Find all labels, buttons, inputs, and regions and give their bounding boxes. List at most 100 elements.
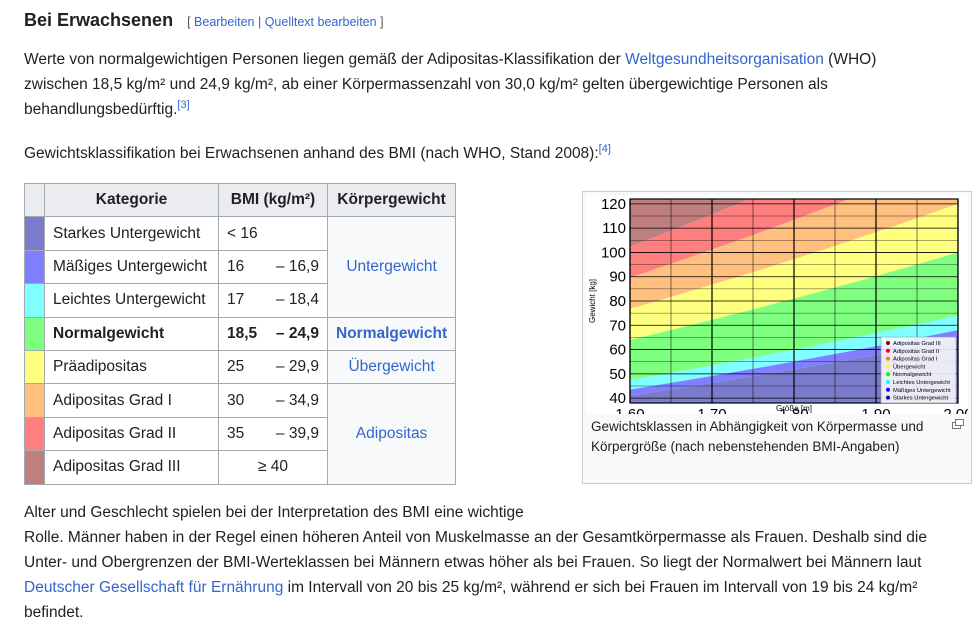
paragraph-text: im Intervall von 20 bis 25 kg/m², währen…	[24, 579, 918, 621]
legend-label: Starkes Untergewicht	[893, 396, 948, 402]
paragraph-age-gender: Alter und Geschlecht spielen bei der Int…	[24, 500, 964, 625]
legend-label: Normalgewicht	[893, 372, 932, 378]
edit-source-link[interactable]: Quelltext bearbeiten	[264, 15, 377, 29]
table-row: Präadipositas 25 – 29,9 Übergewicht	[24, 349, 457, 385]
reference-4-link[interactable]: [4]	[598, 142, 611, 155]
category-cell: Starkes Untergewicht	[44, 216, 219, 251]
category-cell: Normalgewicht	[44, 316, 219, 351]
weight-group-link-adipositas[interactable]: Adipositas	[355, 424, 428, 442]
bmi-upper-bound: – 39,9	[275, 424, 319, 442]
bmi-cell: 17 – 18,4	[218, 283, 328, 318]
legend-label: Adipositas Grad I	[893, 357, 938, 363]
figure-thumbnail: 40 50 60 70 80 90 100 110 120 1,60 1,70 1,80 1,90 2,0…	[582, 191, 972, 484]
x-tick-label: 1,60	[615, 406, 644, 414]
legend-marker	[886, 356, 890, 361]
bmi-cell: 25 – 29,9	[218, 349, 328, 385]
paragraph-text: (WHO) zwischen 18,5 kg/m² und 24,9 kg/m²…	[24, 51, 877, 118]
y-tick-label: 80	[609, 293, 626, 310]
x-tick-label: 1,70	[697, 406, 726, 414]
bmi-cell: 16 – 16,9	[218, 249, 328, 285]
paragraph-text: Alter und Geschlecht spielen bei der Int…	[24, 504, 524, 521]
section-heading: Bei Erwachsenen [ Bearbeiten | Quelltext…	[24, 10, 384, 31]
bmi-cell: ≥ 40	[218, 450, 328, 485]
y-tick-label: 90	[609, 269, 626, 286]
legend-label: Mäßiges Untergewicht	[893, 388, 951, 394]
category-cell: Leichtes Untergewicht	[44, 283, 219, 318]
table-row: Adipositas Grad III ≥ 40	[24, 450, 456, 485]
bmi-table: Kategorie BMI (kg/m²) Körpergewicht Star…	[24, 182, 457, 485]
color-swatch	[24, 249, 45, 285]
bmi-upper-bound: – 29,9	[275, 358, 319, 376]
legend-marker	[886, 348, 890, 353]
weight-column-header: Körpergewicht	[326, 182, 457, 218]
y-tick-label: 60	[609, 342, 626, 359]
who-link[interactable]: Weltgesundheitsorganisation	[625, 51, 824, 68]
legend-label: Übergewicht	[893, 363, 926, 370]
category-column-header: Kategorie	[44, 182, 219, 218]
bmi-upper-bound: – 18,4	[275, 291, 319, 309]
bmi-lower-bound: 35	[227, 424, 245, 442]
weight-group-link-under[interactable]: Untergewicht	[346, 257, 437, 275]
legend-marker	[886, 364, 890, 369]
legend-label: Adipositas Grad III	[893, 341, 941, 347]
legend-marker	[886, 380, 890, 384]
bmi-cell: 18,5 – 24,9	[218, 316, 328, 351]
chart-legend	[880, 336, 957, 404]
section-title: Bei Erwachsenen	[24, 10, 174, 30]
y-tick-label: 40	[609, 390, 626, 407]
figure-caption-text: Gewichtsklassen in Abhängigkeit von Körp…	[591, 419, 924, 454]
edit-link[interactable]: Bearbeiten	[194, 15, 255, 29]
bmi-upper-bound: – 34,9	[275, 391, 319, 409]
bmi-lower-bound: 25	[227, 358, 245, 376]
weight-group-cell: Übergewicht	[326, 349, 457, 385]
dge-link[interactable]: Deutscher Gesellschaft für Ernährung	[24, 579, 284, 596]
color-swatch	[24, 349, 45, 385]
table-row: Starkes Untergewicht < 16 Untergewicht	[24, 216, 457, 318]
weight-group-cell: Adipositas	[326, 383, 457, 485]
table-row: Adipositas Grad II 35 – 39,9	[24, 416, 456, 452]
table-row: Normalgewicht 18,5 – 24,9 Normalgewicht	[24, 316, 457, 351]
color-column-header	[24, 182, 45, 218]
color-swatch	[24, 216, 45, 251]
bmi-upper-bound: ≥ 40	[257, 458, 289, 476]
bmi-upper-bound: – 24,9	[275, 324, 319, 342]
category-cell: Adipositas Grad II	[44, 416, 219, 452]
edit-section-links: [ Bearbeiten | Quelltext bearbeiten ]	[187, 15, 384, 29]
paragraph-who: Werte von normalgewichtigen Personen lie…	[24, 47, 924, 122]
color-swatch	[24, 383, 45, 418]
legend-marker	[886, 372, 890, 377]
bmi-cell: 35 – 39,9	[218, 416, 328, 452]
band-0	[630, 199, 751, 247]
x-tick-label: 1,80	[779, 406, 808, 414]
figure-caption: Gewichtsklassen in Abhängigkeit von Körp…	[586, 414, 968, 457]
category-cell: Präadipositas	[44, 349, 219, 385]
legend-label: Adipositas Grad II	[893, 349, 939, 355]
color-swatch	[24, 450, 45, 485]
legend-label: Leichtes Untergewicht	[893, 380, 950, 386]
x-axis-label: Größe [m]	[776, 404, 812, 413]
paragraph-text: Werte von normalgewichtigen Personen lie…	[24, 51, 626, 68]
table-row: Mäßiges Untergewicht 16 – 16,9	[24, 249, 456, 285]
paragraph-text: Rolle. Männer haben in der Regel einen h…	[24, 529, 927, 571]
bmi-lower-bound: < 16	[227, 224, 258, 242]
y-axis-label: Gewicht [kg]	[588, 279, 597, 323]
bmi-lower-bound: 17	[227, 291, 245, 309]
bmi-cell: 30 – 34,9	[218, 383, 328, 418]
x-tick-label: 1,90	[861, 406, 890, 414]
edit-bracket-open: [	[187, 15, 191, 29]
weight-group-link-normal[interactable]: Normalgewicht	[336, 324, 448, 342]
bmi-cell: < 16	[218, 216, 328, 251]
legend-marker	[886, 395, 890, 400]
reference-3-link[interactable]: [3]	[177, 98, 190, 111]
edit-separator: |	[254, 15, 265, 29]
y-tick-label: 50	[609, 366, 626, 383]
weight-group-link-over[interactable]: Übergewicht	[348, 358, 435, 376]
table-header-row: Kategorie BMI (kg/m²) Körpergewicht	[24, 182, 457, 218]
y-tick-label: 120	[601, 196, 626, 213]
y-tick-label: 110	[602, 220, 626, 237]
bmi-upper-bound: – 16,9	[275, 257, 319, 275]
bmi-chart[interactable]: 40 50 60 70 80 90 100 110 120 1,60 1,70 1,80 1,90 2,0…	[586, 195, 968, 414]
magnify-icon[interactable]	[952, 419, 964, 429]
bmi-lower-bound: 30	[227, 391, 245, 409]
bmi-lower-bound: 18,5	[227, 324, 258, 342]
